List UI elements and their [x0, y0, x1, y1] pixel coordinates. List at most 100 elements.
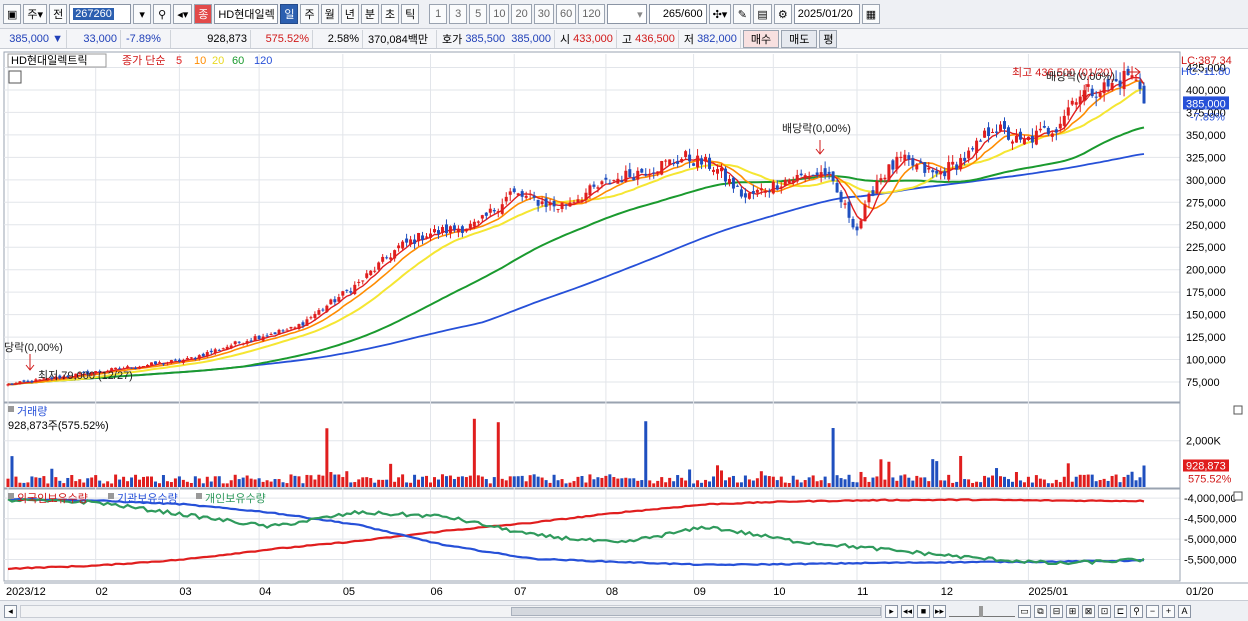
candle-body — [1142, 85, 1146, 104]
layout-icon-1[interactable]: ▭ — [1018, 604, 1031, 618]
interval-20[interactable]: 20 — [511, 4, 532, 24]
interval-1[interactable]: 1 — [429, 4, 448, 24]
candle-body — [66, 375, 70, 377]
interval-10[interactable]: 10 — [489, 4, 510, 24]
interval-3[interactable]: 3 — [449, 4, 468, 24]
tab-second[interactable]: 초 — [380, 4, 400, 24]
legend-institution: 기관보유수량 — [117, 492, 178, 505]
calculator-icon[interactable] — [8, 70, 22, 84]
stock-chart[interactable]: 425,000 400,000 375,000 350,000 325,000 300,0… — [0, 50, 1248, 600]
tab-day[interactable]: 일 — [280, 4, 299, 24]
font-size-icon[interactable]: A — [1178, 604, 1191, 618]
candle-body — [472, 221, 476, 227]
scroll-left-icon[interactable]: ◂ — [4, 604, 17, 618]
count-input[interactable]: 265/600 — [648, 4, 707, 24]
volume-bar — [1026, 476, 1030, 487]
volume-bar — [50, 468, 54, 487]
volume-bar — [197, 478, 201, 487]
candle-body — [1110, 82, 1114, 91]
volume-bar — [568, 482, 572, 487]
volume-bar — [935, 461, 939, 487]
buy-button[interactable]: 매수 — [742, 29, 780, 48]
volume-bar — [381, 479, 385, 487]
interval-30[interactable]: 30 — [533, 4, 554, 24]
rewind-icon[interactable]: ◂◂ — [901, 604, 914, 618]
volume-bar — [369, 478, 373, 487]
gear-icon[interactable]: ⚙ — [773, 4, 792, 24]
candle-body — [672, 163, 676, 165]
tab-year[interactable]: 년 — [340, 4, 359, 24]
volume-bar — [66, 477, 70, 487]
layout-icon-4[interactable]: ⊞ — [1066, 604, 1079, 618]
layout-icon-2[interactable]: ⧉ — [1034, 604, 1047, 618]
candle-body — [417, 232, 421, 242]
close-holdings-icon[interactable] — [1233, 491, 1243, 501]
volume-bar — [719, 470, 723, 487]
volume-last-label: 928,873 — [1186, 461, 1226, 473]
layout-icon-6[interactable]: ⊡ — [1098, 604, 1111, 618]
calendar-icon[interactable]: ▦ — [861, 4, 881, 24]
scrollbar-track[interactable] — [20, 604, 882, 618]
date-input[interactable]: 2025/01/20 — [793, 4, 860, 24]
tools-icon[interactable]: ✣▾ — [708, 4, 732, 24]
interval-60[interactable]: 60 — [555, 4, 577, 24]
y-tick-label: 275,000 — [1186, 197, 1226, 209]
candle-body — [149, 362, 153, 366]
volume-bar — [983, 475, 987, 487]
search-icon[interactable]: ⚲ — [153, 4, 172, 24]
zoom-in-icon[interactable]: + — [1162, 604, 1175, 618]
save-icon[interactable]: ▤ — [753, 4, 772, 24]
layout-icon-5[interactable]: ⊠ — [1082, 604, 1095, 618]
candle-body — [668, 159, 672, 165]
candle-body — [305, 319, 309, 326]
x-tick-label: 2023/12 — [6, 586, 46, 598]
candle-body — [341, 291, 345, 296]
period-dropdown[interactable]: 주 ▾ — [23, 4, 48, 24]
stock-code-input[interactable]: 267260 — [69, 4, 132, 24]
volume-bar — [389, 463, 393, 487]
layout-icon-3[interactable]: ⊟ — [1050, 604, 1063, 618]
volume-bar — [871, 477, 875, 487]
prev-button[interactable]: 전 — [49, 4, 68, 24]
y-tick-label: 250,000 — [1186, 220, 1226, 232]
candle-body — [987, 127, 991, 137]
zoom-out-icon[interactable]: − — [1146, 604, 1159, 618]
zoom-search-icon[interactable]: ⚲ — [1130, 604, 1143, 618]
candle-body — [409, 239, 413, 245]
zoom-slider[interactable] — [949, 605, 1015, 617]
play-icon[interactable]: ▸▸ — [933, 604, 946, 618]
volume-bar — [572, 481, 576, 487]
candle-body — [118, 368, 122, 370]
scroll-right-icon[interactable]: ▸ — [885, 604, 898, 618]
scrollbar-thumb[interactable] — [511, 606, 881, 616]
candle-body — [273, 332, 277, 335]
volume-bar — [556, 480, 560, 487]
code-dropdown-icon[interactable]: ▾ — [133, 4, 152, 24]
speaker-icon[interactable]: ◂▾ — [173, 4, 193, 24]
tab-minute[interactable]: 분 — [360, 4, 379, 24]
candle-body — [863, 204, 867, 222]
volume-bar — [875, 476, 879, 487]
sell-button[interactable]: 매도 — [781, 29, 818, 48]
candle-body — [385, 257, 389, 259]
close-volume-icon[interactable] — [1233, 405, 1243, 415]
tab-week[interactable]: 주 — [300, 4, 319, 24]
interval-dropdown[interactable]: ▾ — [606, 4, 647, 24]
draw-icon[interactable]: ✎ — [733, 4, 752, 24]
tab-tick[interactable]: 틱 — [401, 4, 420, 24]
candle-body — [716, 169, 720, 174]
window-icon[interactable]: ▣ — [3, 4, 22, 24]
interval-5[interactable]: 5 — [469, 4, 488, 24]
candle-body — [429, 233, 433, 238]
stop-icon[interactable]: ■ — [917, 604, 930, 618]
layout-icon-7[interactable]: ⊏ — [1114, 604, 1127, 618]
candle-body — [731, 177, 735, 189]
eval-button[interactable]: 평 — [819, 29, 838, 48]
interval-120[interactable]: 120 — [578, 4, 605, 24]
candle-body — [30, 380, 34, 383]
candle-body — [373, 270, 377, 272]
volume-bar — [987, 477, 991, 487]
volume-bar — [397, 477, 401, 487]
volume-bar — [452, 479, 456, 487]
tab-month[interactable]: 월 — [320, 4, 339, 24]
